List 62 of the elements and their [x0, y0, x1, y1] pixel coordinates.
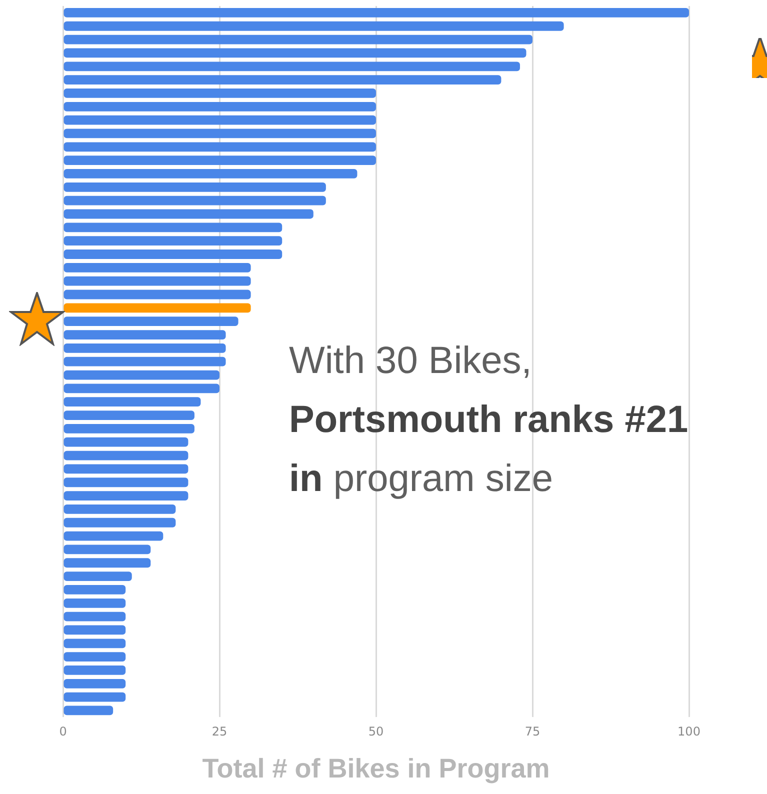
- x-tick-label: 75: [524, 724, 540, 739]
- bar: [64, 262, 251, 272]
- x-tick-label: 100: [678, 724, 700, 739]
- bar: [64, 21, 564, 31]
- bar: [64, 88, 376, 98]
- bar: [64, 156, 376, 166]
- bar: [64, 558, 151, 568]
- bar: [64, 544, 151, 554]
- bar: [64, 478, 188, 488]
- bar: [64, 638, 126, 648]
- bar: [64, 397, 201, 407]
- bar: [64, 666, 126, 675]
- bar: [64, 343, 226, 353]
- bar: [64, 209, 314, 219]
- x-tick-label: 50: [368, 724, 384, 739]
- bar: [64, 450, 188, 460]
- bar: [64, 692, 126, 702]
- bar: [64, 384, 220, 394]
- bar: [64, 142, 376, 152]
- bar: [64, 437, 188, 447]
- bar: [64, 48, 526, 58]
- bar: [64, 518, 176, 528]
- bar: [64, 652, 126, 662]
- bar: [64, 625, 126, 635]
- bar: [64, 290, 251, 300]
- bar: [64, 356, 226, 366]
- bar: [64, 706, 114, 716]
- bar: [64, 424, 194, 434]
- bar: [64, 62, 520, 72]
- bar: [64, 303, 251, 313]
- bar: [64, 236, 282, 246]
- bar: [64, 34, 532, 44]
- bar: [64, 370, 220, 380]
- bar: [64, 250, 282, 259]
- bar: [64, 169, 358, 178]
- bar: [64, 222, 282, 232]
- bar: [64, 330, 226, 340]
- bar: [64, 128, 376, 138]
- annotation: With 30 Bikes,: [289, 340, 532, 383]
- bar: [64, 491, 188, 500]
- bar: [64, 75, 502, 84]
- annotation: in program size: [289, 458, 553, 501]
- annotation: Portsmouth ranks #21: [289, 399, 688, 442]
- bar: [64, 102, 376, 112]
- bar: [64, 182, 326, 192]
- bar: [64, 316, 238, 326]
- bar: [64, 115, 376, 125]
- bar: [64, 464, 188, 474]
- bar: [64, 612, 126, 622]
- bar: [64, 598, 126, 608]
- bar: [64, 8, 689, 18]
- bar: [64, 276, 251, 286]
- bar: [64, 196, 326, 206]
- bar: [64, 678, 126, 688]
- bar: [64, 572, 132, 581]
- bar: [64, 585, 126, 594]
- bar: [64, 504, 176, 514]
- x-tick-label: 25: [212, 724, 228, 739]
- x-tick-label: 0: [59, 724, 67, 739]
- bar: [64, 531, 164, 541]
- x-axis-title: Total # of Bikes in Program: [202, 753, 550, 784]
- bar: [64, 410, 194, 420]
